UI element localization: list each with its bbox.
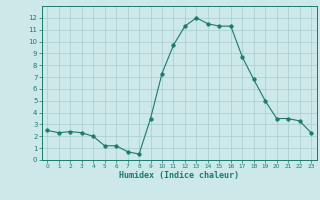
X-axis label: Humidex (Indice chaleur): Humidex (Indice chaleur)	[119, 171, 239, 180]
